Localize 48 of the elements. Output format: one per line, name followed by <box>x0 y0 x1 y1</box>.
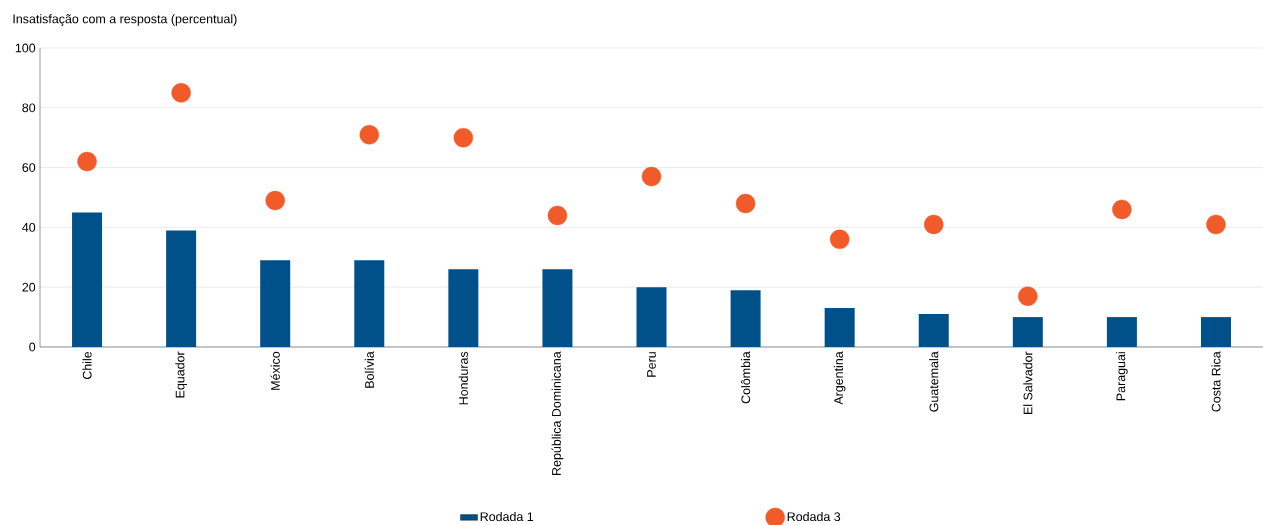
y-tick-label: 80 <box>22 103 36 113</box>
legend-label: Rodada 3 <box>787 511 841 522</box>
bar <box>166 230 197 347</box>
bar <box>354 260 385 347</box>
x-tick-label: Costa Rica <box>1211 351 1221 412</box>
x-tick-label: Bolívia <box>364 351 374 388</box>
point <box>641 166 662 187</box>
point <box>77 151 97 172</box>
bar <box>1012 317 1043 347</box>
x-tick-label: República Dominicana <box>551 351 564 475</box>
y-tick-label: 40 <box>22 222 36 232</box>
x-tick-label: Paraguai <box>1116 352 1128 401</box>
point <box>829 229 850 250</box>
x-tick-label: Chile <box>82 351 92 380</box>
legend-label: Rodada 1 <box>480 511 534 522</box>
point <box>924 214 944 235</box>
y-tick-label: 0 <box>29 342 36 352</box>
point <box>735 193 756 214</box>
x-tick-label: Guatemala <box>929 351 939 412</box>
x-tick-label: Colômbia <box>741 351 751 404</box>
point <box>1018 286 1038 306</box>
bar <box>1200 317 1231 347</box>
point <box>453 127 474 148</box>
point <box>171 83 191 103</box>
x-tick-label: Equador <box>175 351 187 398</box>
bar <box>1106 317 1137 347</box>
x-tick-label: Argentina <box>833 351 846 405</box>
bar <box>542 269 573 347</box>
bar <box>260 260 291 347</box>
point <box>1206 214 1226 235</box>
point <box>265 190 285 211</box>
y-tick-label: 60 <box>22 163 36 172</box>
point <box>547 205 568 226</box>
bar <box>72 212 103 347</box>
bar <box>918 314 949 347</box>
x-tick-label: El Salvador <box>1023 351 1033 414</box>
y-axis-title: Insatisfação com a resposta (percentual) <box>13 14 237 26</box>
x-tick-label: Peru <box>647 352 656 377</box>
bar <box>730 290 761 347</box>
y-tick-label: 20 <box>22 282 36 292</box>
x-tick-label: Honduras <box>458 351 468 405</box>
point <box>1112 199 1132 220</box>
bar <box>824 308 855 347</box>
point <box>359 125 379 145</box>
bar <box>448 269 479 347</box>
bar <box>636 287 667 347</box>
y-tick-label: 100 <box>15 43 36 53</box>
x-tick-label: México <box>270 351 280 390</box>
